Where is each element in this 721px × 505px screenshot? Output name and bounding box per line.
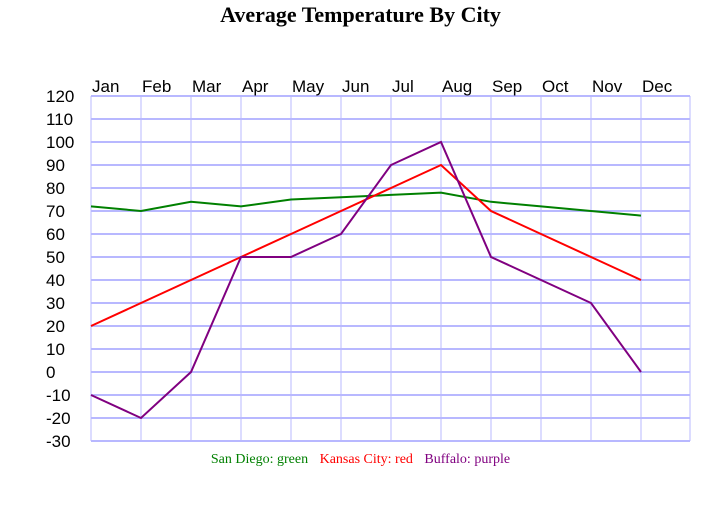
month-label-mar: Mar (192, 77, 222, 96)
month-label-nov: Nov (592, 77, 623, 96)
month-label-jul: Jul (392, 77, 414, 96)
y-tick-label: 90 (46, 156, 65, 175)
legend-kansas-city: Kansas City: red (319, 452, 413, 467)
chart-title: Average Temperature By City (220, 2, 501, 27)
y-tick-label: 60 (46, 225, 65, 244)
month-label-aug: Aug (442, 77, 472, 96)
y-tick-label: -30 (46, 432, 71, 451)
y-tick-label: 110 (46, 110, 73, 129)
y-tick-label: 70 (46, 202, 65, 221)
legend-buffalo: Buffalo: purple (424, 452, 511, 467)
month-labels: Jan Feb Mar Apr May Jun Jul Aug Sep Oct Nov Dec (92, 77, 673, 96)
y-tick-label: 0 (46, 363, 55, 382)
legend: San Diego: green Kansas City: red Buffal… (0, 452, 721, 468)
series-line-san-diego (90, 191, 642, 217)
month-label-dec: Dec (642, 77, 673, 96)
month-label-sep: Sep (492, 77, 522, 96)
y-tick-label: 10 (46, 340, 65, 359)
y-tick-label: 120 (46, 87, 74, 106)
legend-san-diego: San Diego: green (210, 452, 309, 467)
month-label-feb: Feb (142, 77, 171, 96)
series-line-buffalo (90, 140, 642, 420)
y-tick-label: 80 (46, 179, 65, 198)
y-tick-label: 30 (46, 294, 65, 313)
series-line-kansas-city (90, 163, 642, 327)
vertical-gridlines (90, 96, 691, 441)
y-tick-label: 50 (46, 248, 65, 267)
month-label-jan: Jan (92, 77, 119, 96)
month-label-jun: Jun (342, 77, 369, 96)
y-tick-label: -20 (46, 409, 71, 428)
y-tick-label: -10 (46, 386, 71, 405)
month-label-may: May (292, 77, 325, 96)
month-label-oct: Oct (542, 77, 569, 96)
series-lines (90, 140, 642, 420)
y-tick-label: 20 (46, 317, 65, 336)
month-label-apr: Apr (242, 77, 269, 96)
y-tick-label: 40 (46, 271, 65, 290)
y-tick-label: 100 (46, 133, 74, 152)
